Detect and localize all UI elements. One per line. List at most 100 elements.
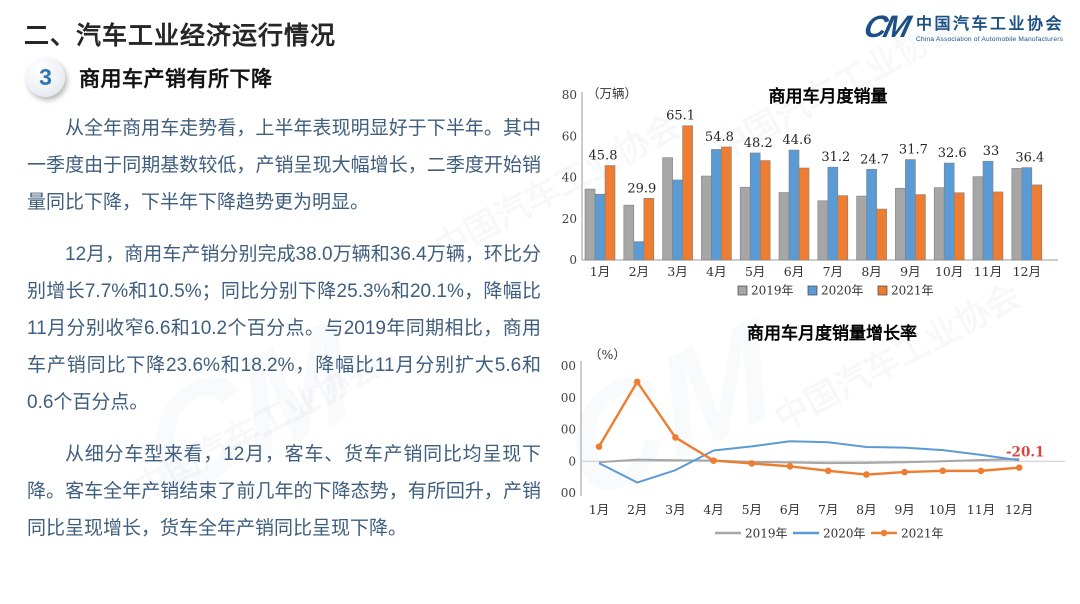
marker-dot (977, 467, 985, 475)
marker-dot (1015, 464, 1023, 471)
x-tick-label: 4月 (703, 502, 723, 517)
bar (604, 165, 616, 261)
bar (594, 193, 606, 261)
x-tick-label: 7月 (818, 502, 838, 517)
bar-data-label: 36.4 (1015, 151, 1044, 166)
legend-marker-icon (880, 529, 888, 537)
bar (905, 159, 916, 261)
bar (856, 195, 867, 261)
bar (982, 160, 994, 261)
bar (623, 204, 635, 261)
bar (721, 146, 732, 261)
bar-series-2019年 (584, 157, 1023, 261)
line-legend: 2019年 2020年 2021年 (715, 527, 944, 541)
y-tick-label: 200 (560, 391, 576, 405)
x-tick-label: 1月 (590, 264, 610, 279)
bar (749, 152, 761, 261)
y-tick-label: 300 (560, 359, 576, 373)
y-tick-label: 60 (562, 129, 577, 143)
caam-logo: CM 中国汽车工业协会 China Association of Automob… (860, 9, 1064, 44)
x-tick-label: 11月 (974, 264, 1002, 279)
bar (992, 191, 1004, 261)
legend-label: 2021年 (891, 284, 934, 298)
x-tick-label: 9月 (894, 502, 914, 517)
bar-data-label: 31.2 (821, 150, 850, 165)
chart-title: 商用车月度销量 (769, 86, 888, 107)
section-heading: 商用车产销有所下降 (79, 67, 273, 91)
caam-logo-name-cn: 中国汽车工业协会 (915, 16, 1064, 33)
bar-data-label: 24.7 (860, 152, 889, 167)
bar (584, 188, 596, 261)
y-tick-label: 0 (568, 454, 576, 468)
bar-chart-monthly-sales: 商用车月度销量 （万辆） 0 20 40 60 80 45.8 29.9 65.1 54.8 48.2… (560, 80, 1080, 313)
section-header: 3 商用车产销有所下降 (26, 58, 273, 97)
line-chart-growth-rate: 商用车月度销量增长率 （%） 300 200 100 0 -100 -20.1 1月 2月 3月 4月… (549, 313, 1080, 560)
marker-dot (901, 468, 908, 476)
bar (876, 208, 887, 261)
bar-chart-svg: 商用车月度销量 （万辆） 0 20 40 60 80 45.8 29.9 65.1 54.8 48.2… (562, 86, 1058, 298)
bar-data-label: 32.6 (938, 146, 967, 161)
paragraph-trend: 从全年商用车走势看，上半年表现明显好于下半年。其中一季度由于同期基数较低，产销呈… (27, 118, 541, 213)
bar-legend: 2019年 2020年 2021年 (737, 284, 934, 298)
legend-label: 2020年 (821, 284, 864, 298)
y-tick-label: -100 (560, 486, 576, 500)
bar (1011, 168, 1023, 261)
x-tick-label: 8月 (856, 502, 876, 517)
bar (895, 187, 906, 261)
paragraph-december: 12月，商用车产销分别完成38.0万辆和36.4万辆，环比分别增长7.7%和10… (27, 244, 541, 413)
x-tick-label: 3月 (667, 264, 687, 279)
bar (701, 175, 712, 261)
bar-data-label: 44.6 (783, 133, 812, 148)
bar (788, 149, 800, 261)
marker-dot (633, 378, 641, 386)
body-text-column: 从全年商用车走势看，上半年表现明显好于下半年。其中一季度由于同期基数较低，产销呈… (27, 110, 541, 562)
x-tick-label: 12月 (1013, 264, 1041, 279)
section-number-badge: 3 (26, 58, 65, 97)
marker-dot (710, 457, 717, 464)
chart-title: 商用车月度销量增长率 (747, 323, 917, 344)
x-tick-label: 6月 (784, 264, 804, 279)
x-tick-label: 1月 (589, 502, 609, 517)
legend-label: 2019年 (751, 284, 794, 298)
x-tick-label: 5月 (745, 264, 765, 279)
bar (817, 200, 829, 261)
y-tick-label: 40 (562, 171, 577, 185)
bar-data-label: 29.9 (627, 181, 656, 196)
bar-data-label: 33 (983, 144, 1000, 159)
bar (1021, 167, 1033, 261)
caam-logo-mark-icon: CM (860, 9, 912, 44)
x-tick-label: 11月 (967, 502, 995, 517)
y-tick-label: 100 (560, 423, 576, 437)
marker-dot (595, 443, 603, 450)
y-axis-unit-label: （%） (589, 347, 626, 362)
line-series-2020年 (598, 440, 1020, 484)
bar (682, 125, 693, 261)
x-tick-label: 2月 (627, 502, 647, 517)
bar (759, 160, 771, 261)
page-title: 二、汽车工业经济运行情况 (24, 22, 337, 50)
marker-dot (748, 460, 756, 467)
y-tick-label: 80 (562, 88, 577, 102)
bar-data-label: 54.8 (705, 130, 734, 145)
legend-swatch-icon (737, 285, 748, 296)
bar (643, 198, 655, 261)
bar-data-label: 48.2 (744, 136, 773, 151)
marker-dot (786, 463, 794, 470)
x-tick-label: 4月 (706, 264, 726, 279)
bar (933, 187, 945, 261)
y-axis-unit-label: （万辆） (587, 86, 637, 101)
line-markers-2021年 (595, 378, 1023, 478)
y-tick-label: 20 (562, 212, 577, 226)
bar (778, 192, 790, 261)
y-tick-label: 0 (569, 253, 577, 267)
bar-data-label: 31.7 (899, 143, 928, 158)
end-value-label: -20.1 (1006, 445, 1044, 461)
marker-dot (672, 434, 679, 441)
bar (866, 168, 877, 261)
legend-swatch-icon (807, 285, 818, 296)
marker-dot (824, 467, 832, 475)
bar (827, 166, 839, 261)
marker-dot (939, 467, 947, 475)
line-series-2019年 (598, 458, 1020, 465)
